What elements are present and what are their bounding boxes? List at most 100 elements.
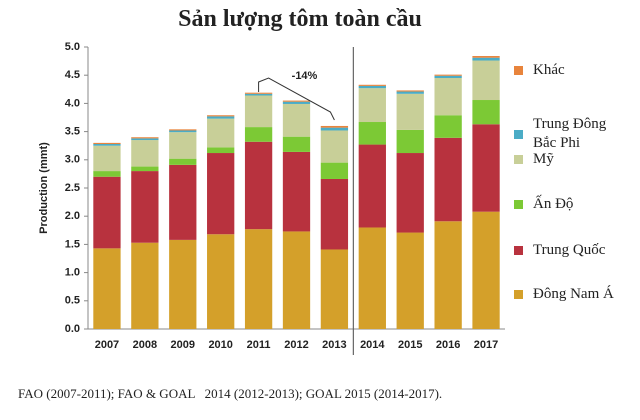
bar-segment	[244, 127, 273, 142]
legend-item: Đông Nam Á	[514, 285, 636, 304]
bar-segment	[396, 91, 424, 94]
y-tick-label: 2.0	[65, 210, 80, 222]
bar-segment	[320, 162, 349, 179]
bar-segment	[244, 141, 273, 230]
y-tick-label: 3.5	[65, 126, 80, 138]
x-tick-label: 2013	[322, 339, 346, 351]
bar-segment	[434, 221, 462, 329]
bar-segment	[282, 136, 311, 152]
legend-item: Mỹ	[514, 150, 636, 169]
bar-segment	[396, 90, 424, 92]
bar-segment	[93, 248, 121, 329]
legend-label: Trung Quốc	[533, 242, 606, 258]
bar-segment	[131, 171, 159, 243]
bar-segment	[358, 88, 386, 123]
bar-segment	[282, 231, 311, 329]
annotation: -14%	[292, 70, 318, 82]
bar-segment	[169, 239, 197, 329]
bar-segment	[244, 92, 273, 94]
bar-segment	[244, 229, 273, 329]
bar-segment	[282, 100, 311, 102]
y-tick-label: 1.0	[65, 267, 80, 279]
bar-segment	[472, 56, 500, 58]
legend-item: Trung Quốc	[514, 241, 636, 260]
legend-label: Mỹ	[533, 151, 554, 167]
y-tick-label: 1.5	[65, 238, 80, 250]
bar-segment	[282, 101, 311, 104]
x-tick-label: 2014	[360, 339, 385, 351]
bar-segment	[93, 171, 121, 177]
bar-segment	[396, 93, 424, 130]
bar-segment	[358, 122, 386, 145]
legend-swatch	[514, 290, 523, 299]
legend-label: Khác	[533, 62, 565, 78]
y-tick-label: 3.0	[65, 154, 80, 166]
bar-segment	[244, 95, 273, 128]
legend-label: Trung Đông Bắc Phi	[533, 116, 607, 151]
bar-segment	[131, 166, 159, 172]
chart-title: Sản lượng tôm toàn cầu	[178, 6, 422, 32]
bar-segment	[396, 153, 424, 233]
bar-segment	[169, 158, 197, 165]
bar-segment	[434, 137, 462, 222]
y-tick-label: 4.5	[65, 69, 80, 81]
bar-segment	[169, 132, 197, 159]
legend-swatch	[514, 129, 523, 139]
bar-segment	[320, 130, 349, 163]
bar-segment	[320, 125, 349, 128]
bar-segment	[131, 138, 159, 141]
bar-segment	[396, 129, 424, 154]
legend-label: Ấn Độ	[533, 196, 574, 212]
y-tick-label: 5.0	[65, 41, 80, 53]
x-tick-label: 2011	[247, 339, 271, 351]
bar-segment	[472, 57, 500, 61]
x-tick-label: 2008	[133, 339, 157, 351]
y-tick-label: 2.5	[65, 182, 80, 194]
x-tick-label: 2016	[436, 339, 460, 351]
x-tick-label: 2007	[95, 339, 119, 351]
x-tick-label: 2017	[474, 339, 498, 351]
y-tick-label: 0.5	[65, 295, 80, 307]
bar-segment	[472, 100, 500, 125]
bar-segment	[131, 140, 159, 167]
bar-segment	[358, 84, 386, 86]
x-tick-label: 2015	[398, 339, 422, 351]
bar-segment	[320, 178, 349, 250]
bar-segment	[207, 234, 235, 329]
x-tick-label: 2012	[284, 339, 308, 351]
bar-segment	[320, 127, 349, 131]
y-tick-label: 4.0	[65, 97, 80, 109]
bar-segment	[472, 124, 500, 212]
bar-segment	[320, 249, 349, 329]
bar-segment	[434, 115, 462, 138]
bar-segment	[207, 115, 235, 117]
legend-swatch	[514, 155, 523, 164]
bar-segment	[244, 93, 273, 96]
y-axis-label: Production (mmt)	[38, 142, 50, 234]
bar-segment	[169, 130, 197, 133]
bar-segment	[358, 144, 386, 228]
bar-segment	[434, 78, 462, 116]
bracket	[258, 77, 335, 121]
x-tick-label: 2009	[171, 339, 195, 351]
legend-item: Khác	[514, 61, 636, 80]
bar-segment	[131, 242, 159, 329]
bar-segment	[358, 85, 386, 89]
bar-segment	[207, 147, 235, 154]
bar-segment	[93, 176, 121, 249]
legend-item: Trung Đông Bắc Phi	[514, 115, 636, 153]
bar-segment	[358, 227, 386, 329]
legend-swatch	[514, 246, 523, 255]
bar-segment	[169, 164, 197, 240]
bar-segment	[472, 211, 500, 329]
bar-segment	[93, 142, 121, 145]
bar-segment	[434, 75, 462, 79]
bar-segment	[472, 60, 500, 101]
source-note: FAO (2007-2011); FAO & GOAL 2014 (2012-2…	[18, 386, 443, 401]
bar-segment	[131, 137, 159, 139]
bar-segment	[169, 129, 197, 131]
bar-segment	[93, 145, 121, 172]
bar-segment	[396, 232, 424, 329]
